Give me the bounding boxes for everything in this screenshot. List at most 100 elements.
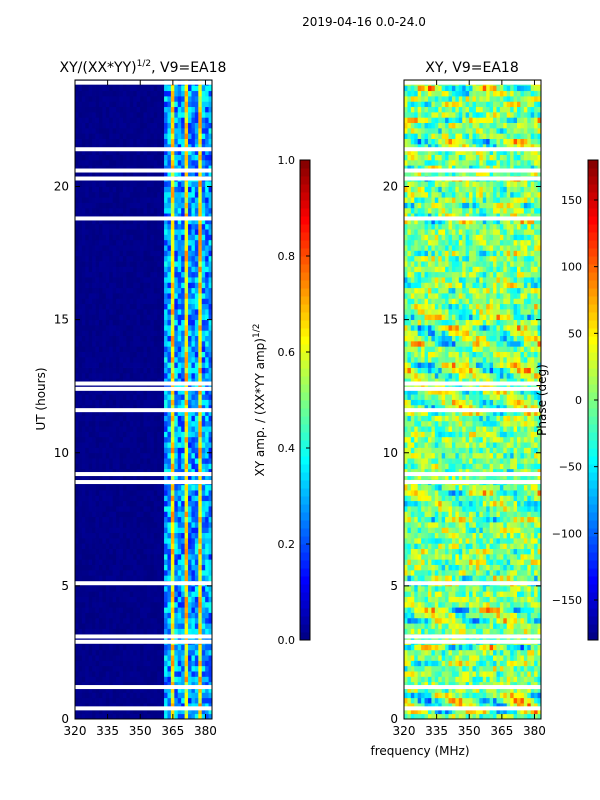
heatmap-cell: [140, 127, 144, 134]
heatmap-cell: [143, 420, 148, 427]
heatmap-cell: [126, 122, 131, 129]
heatmap-cell: [88, 282, 93, 289]
heatmap-cell: [136, 202, 141, 209]
heatmap-cell: [407, 713, 412, 720]
heatmap-cell: [105, 655, 110, 661]
heatmap-cell: [122, 197, 127, 203]
heatmap-cell: [201, 186, 206, 193]
heatmap-cell: [122, 388, 127, 395]
heatmap-cell: [78, 532, 83, 539]
heatmap-cell: [140, 388, 144, 395]
heatmap-cell: [126, 314, 131, 321]
heatmap-cell: [129, 293, 134, 299]
heatmap-cell: [98, 410, 103, 416]
heatmap-cell: [129, 191, 134, 198]
heatmap-cell: [153, 245, 158, 251]
heatmap-cell: [143, 516, 148, 523]
heatmap-cell: [170, 319, 175, 326]
heatmap-cell: [102, 553, 107, 560]
heatmap-cell: [133, 165, 138, 171]
heatmap-cell: [153, 282, 158, 289]
heatmap-cell: [119, 436, 124, 443]
heatmap-cell: [153, 239, 158, 246]
heatmap-cell: [75, 394, 79, 400]
heatmap-cell: [170, 692, 175, 699]
heatmap-cell: [95, 277, 100, 283]
heatmap-cell: [181, 340, 185, 347]
heatmap-cell: [174, 117, 179, 123]
heatmap-cell: [102, 527, 107, 534]
heatmap-cell: [75, 649, 79, 656]
heatmap-cell: [119, 207, 124, 214]
heatmap-cell: [170, 149, 175, 155]
heatmap-cell: [102, 319, 107, 326]
heatmap-cell: [129, 532, 134, 539]
heatmap-cell: [153, 351, 158, 358]
heatmap-cell: [78, 319, 83, 326]
heatmap-cell: [208, 458, 213, 464]
heatmap-cell: [112, 585, 117, 592]
heatmap-cell: [153, 612, 158, 619]
heatmap-cell: [116, 197, 120, 203]
heatmap-cell: [119, 559, 124, 565]
heatmap-cell: [98, 569, 103, 576]
heatmap-cell: [95, 410, 100, 416]
heatmap-cell: [167, 394, 172, 400]
heatmap-cell: [164, 191, 168, 198]
heatmap-cell: [98, 90, 103, 97]
heatmap-cell: [198, 713, 203, 720]
heatmap-cell: [205, 458, 209, 464]
heatmap-cell: [170, 431, 175, 438]
heatmap-cell: [81, 527, 86, 534]
heatmap-cell: [102, 415, 107, 422]
heatmap-cell: [98, 665, 103, 672]
heatmap-cell: [191, 399, 196, 406]
heatmap-cell: [143, 218, 148, 225]
heatmap-cell: [181, 170, 185, 177]
heatmap-cell: [170, 410, 175, 416]
heatmap-cell: [85, 367, 90, 374]
heatmap-cell: [140, 111, 144, 118]
heatmap-cell: [146, 202, 151, 209]
heatmap-cell: [167, 537, 172, 544]
heatmap-cell: [88, 521, 93, 528]
heatmap-cell: [181, 532, 185, 539]
heatmap-cell: [75, 335, 79, 342]
heatmap-cell: [92, 186, 96, 193]
heatmap-cell: [157, 85, 162, 92]
heatmap-cell: [177, 106, 182, 113]
heatmap-cell: [167, 293, 172, 299]
heatmap-cell: [164, 218, 168, 225]
heatmap-cell: [119, 346, 124, 352]
heatmap-cell: [157, 245, 162, 251]
heatmap-cell: [133, 383, 138, 390]
heatmap-cell: [126, 127, 131, 134]
heatmap-cell: [136, 415, 141, 422]
heatmap-cell: [194, 490, 199, 496]
heatmap-cell: [98, 521, 103, 528]
heatmap-cell: [136, 649, 141, 656]
heatmap-cell: [146, 532, 151, 539]
heatmap-cell: [164, 277, 168, 283]
heatmap-cell: [122, 708, 127, 715]
heatmap-cell: [150, 298, 155, 305]
heatmap-cell: [78, 628, 83, 635]
heatmap-cell: [109, 537, 114, 544]
heatmap-cell: [201, 250, 206, 257]
heatmap-cell: [116, 394, 120, 400]
heatmap-cell: [177, 596, 182, 603]
heatmap-cell: [164, 474, 168, 480]
colorbar-segment: [300, 432, 310, 441]
heatmap-cell: [191, 324, 196, 331]
heatmap-cell: [98, 335, 103, 342]
heatmap-cell: [143, 255, 148, 262]
heatmap-cell: [188, 95, 192, 102]
heatmap-cell: [188, 314, 192, 321]
heatmap-cell: [191, 591, 196, 597]
heatmap-cell: [75, 607, 79, 613]
heatmap-cell: [157, 277, 162, 283]
heatmap-cell: [170, 458, 175, 464]
heatmap-cell: [126, 458, 131, 464]
heatmap-cell: [184, 133, 189, 139]
heatmap-cell: [170, 213, 175, 219]
